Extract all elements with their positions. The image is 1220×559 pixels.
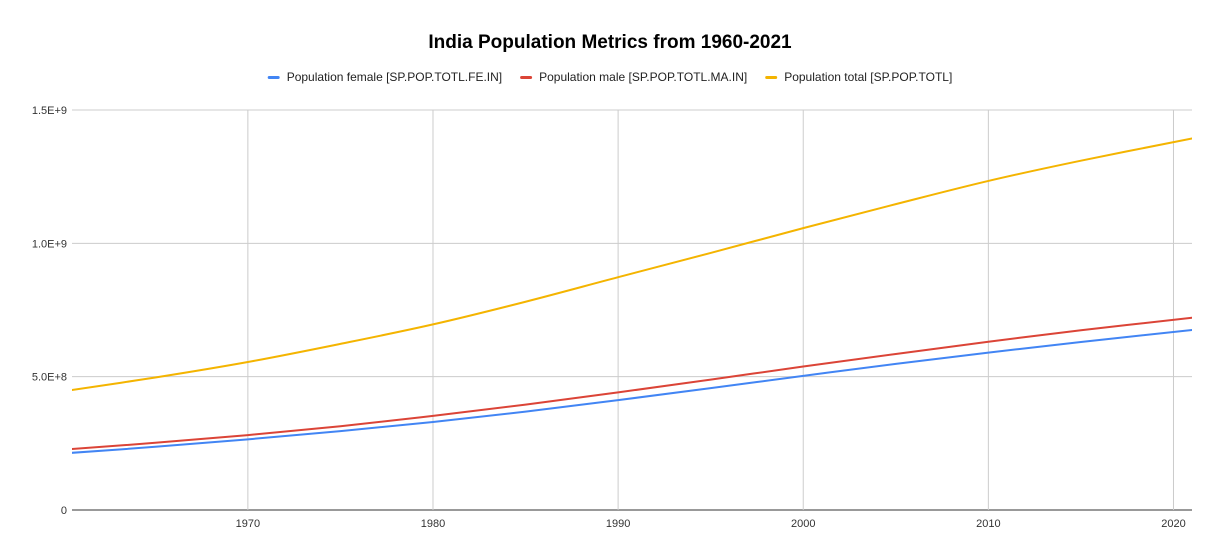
legend-label: Population total [SP.POP.TOTL] [784, 70, 952, 84]
legend-swatch [520, 76, 533, 79]
x-tick-label: 1970 [236, 518, 260, 530]
y-tick-label: 1.0E+9 [32, 238, 67, 250]
legend: Population female [SP.POP.TOTL.FE.IN] Pop… [267, 70, 952, 84]
series-lines [72, 137, 1192, 454]
y-tick-label: 5.0E+8 [32, 372, 67, 384]
y-tick-label: 0 [61, 505, 67, 517]
chart-title: India Population Metrics from 1960-2021 [428, 32, 792, 53]
x-tick-label: 2010 [976, 518, 1000, 530]
series-line-1 [72, 316, 1192, 451]
legend-item: Population female [SP.POP.TOTL.FE.IN] [267, 70, 502, 84]
x-tick-label: 1980 [421, 518, 445, 530]
legend-swatch [267, 76, 280, 79]
series-line-0 [72, 329, 1192, 454]
x-axis-tick-labels: 1970 1980 1990 2000 2010 2020 [236, 518, 1186, 530]
x-tick-label: 2020 [1161, 518, 1185, 530]
legend-label: Population male [SP.POP.TOTL.MA.IN] [539, 70, 747, 84]
y-tick-label: 1.5E+9 [32, 105, 67, 117]
legend-item: Population male [SP.POP.TOTL.MA.IN] [520, 70, 747, 84]
y-axis-tick-labels: 0 5.0E+8 1.0E+9 1.5E+9 [32, 105, 67, 517]
gridlines [72, 109, 1192, 511]
series-line-2 [72, 137, 1192, 391]
legend-swatch [765, 76, 778, 79]
x-tick-label: 2000 [791, 518, 815, 530]
legend-label: Population female [SP.POP.TOTL.FE.IN] [287, 70, 502, 84]
legend-item: Population total [SP.POP.TOTL] [765, 70, 952, 84]
x-tick-label: 1990 [606, 518, 630, 530]
